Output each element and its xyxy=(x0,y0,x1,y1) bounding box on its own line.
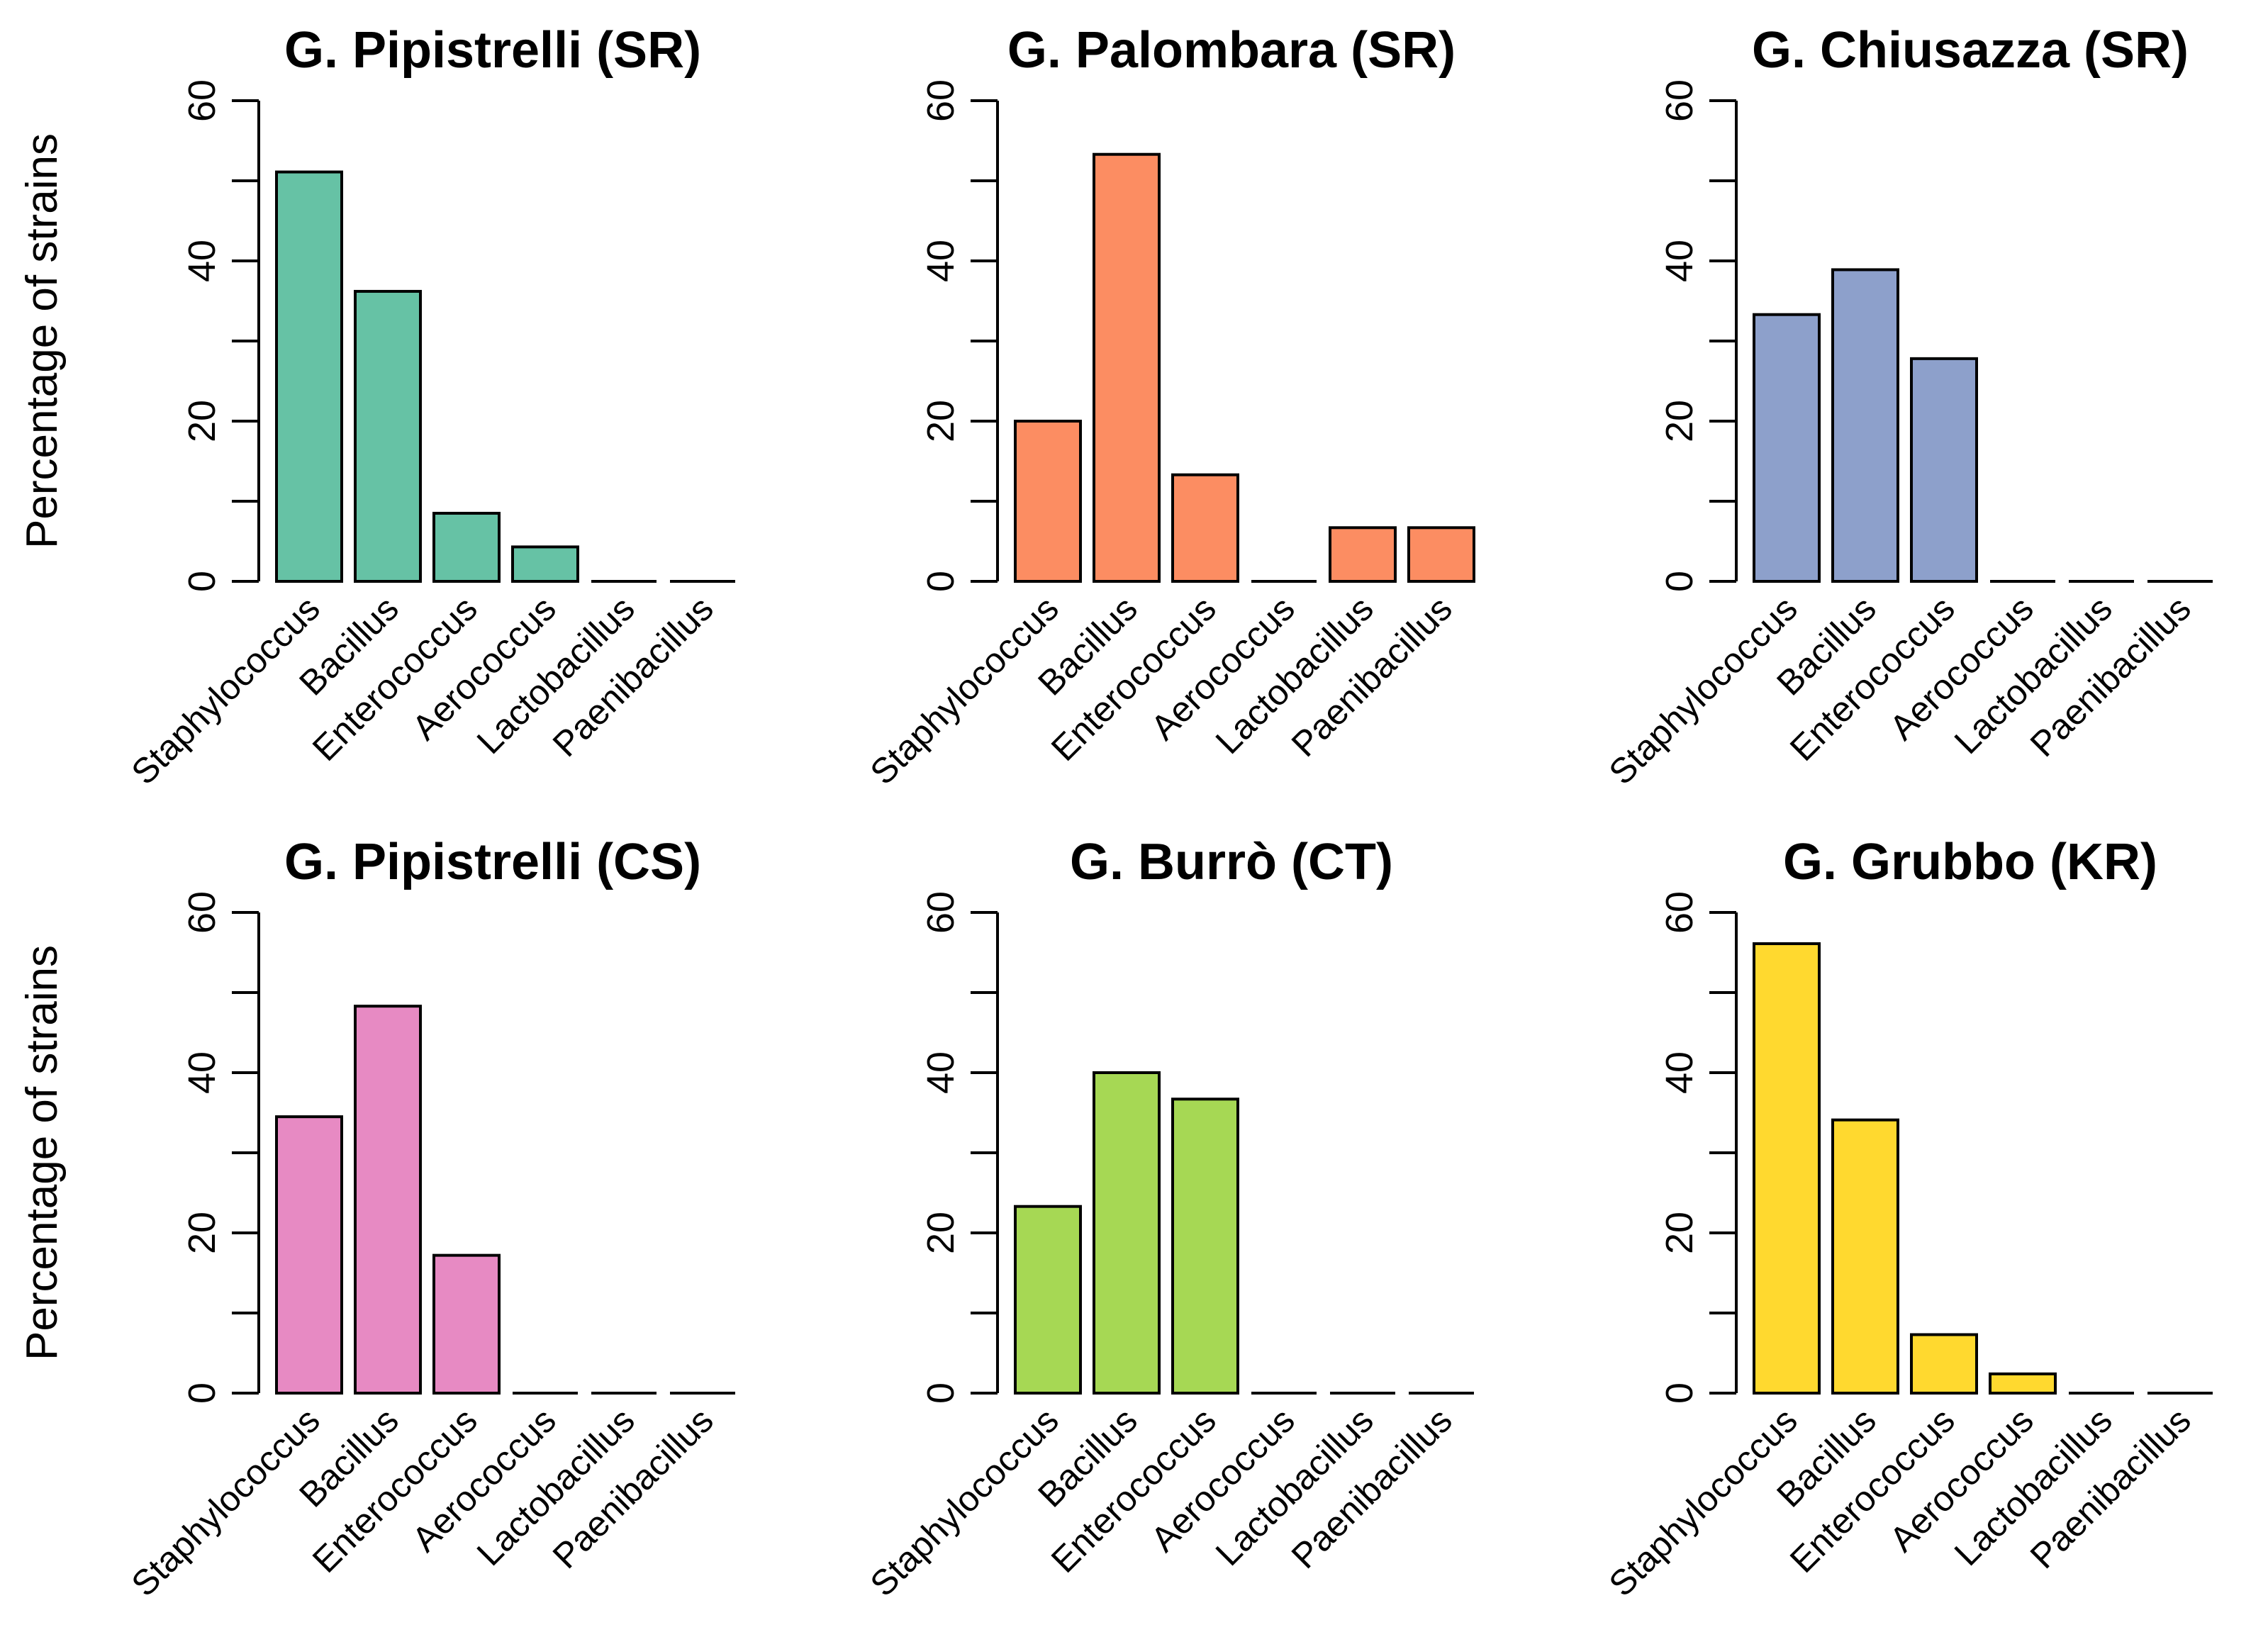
bar xyxy=(1910,357,1978,583)
y-tick-label: 0 xyxy=(1658,571,1701,592)
y-tick-label: 0 xyxy=(181,571,223,592)
bar xyxy=(1753,942,1821,1395)
chart-panel: G. Pipistrelli (CS) 0 20 40 60 Percentage of … xyxy=(18,834,735,1604)
y-tick-label: 40 xyxy=(1658,240,1701,282)
chart-title: G. Grubbo (KR) xyxy=(1783,834,2157,890)
bar xyxy=(1831,268,1899,583)
x-category-label: Staphylococcus xyxy=(1602,1400,1805,1604)
y-tick-label: 20 xyxy=(1658,1212,1701,1254)
y-tick-label: 40 xyxy=(920,1051,962,1094)
bar xyxy=(354,289,422,583)
chart-title: G. Pipistrelli (SR) xyxy=(284,22,701,79)
chart-title: G. Chiusazza (SR) xyxy=(1752,22,2189,79)
y-tick-label: 60 xyxy=(1658,891,1701,934)
chart-title: G. Palombara (SR) xyxy=(1007,22,1456,79)
bar xyxy=(1171,1097,1239,1395)
chart-panel: G. Chiusazza (SR)0204060StaphylococcusBa… xyxy=(1602,22,2213,792)
chart-panel: G. Burrò (CT)0204060StaphylococcusBacill… xyxy=(863,834,1474,1604)
bar xyxy=(1093,1071,1161,1395)
y-tick-label: 60 xyxy=(181,79,223,122)
y-tick-label: 40 xyxy=(1658,1051,1701,1094)
y-tick-label: 0 xyxy=(920,1382,962,1404)
bar xyxy=(1014,1205,1082,1395)
y-tick-label: 0 xyxy=(1658,1382,1701,1404)
y-tick-label: 40 xyxy=(181,1051,223,1094)
chart-panel: G. Pipistrelli (SR) 0 20 40 60 Percentage of … xyxy=(18,22,735,792)
bar xyxy=(432,1253,501,1395)
bar xyxy=(511,545,579,583)
x-category-label: Staphylococcus xyxy=(863,588,1066,792)
chart-title: G. Pipistrelli (CS) xyxy=(284,834,701,890)
y-tick-label: 20 xyxy=(1658,400,1701,442)
bar xyxy=(1329,526,1397,583)
y-axis-label: Percentage of strains xyxy=(18,133,67,549)
chart-title: G. Burrò (CT) xyxy=(1070,834,1393,890)
y-axis-label: Percentage of strains xyxy=(18,945,67,1361)
y-tick-label: 20 xyxy=(920,1212,962,1254)
bar xyxy=(432,511,501,583)
y-tick-label: 60 xyxy=(920,79,962,122)
y-tick-label: 20 xyxy=(181,1212,223,1254)
bar xyxy=(1831,1118,1899,1395)
y-tick-label: 20 xyxy=(181,400,223,442)
y-tick-label: 0 xyxy=(920,571,962,592)
chart-panel: G. Grubbo (KR)0204060StaphylococcusBacil… xyxy=(1602,834,2213,1604)
y-tick-label: 40 xyxy=(920,240,962,282)
bar xyxy=(275,170,343,583)
x-category-label: Staphylococcus xyxy=(863,1400,1066,1604)
bar xyxy=(1753,313,1821,583)
y-tick-label: 0 xyxy=(181,1382,223,1404)
y-tick-label: 20 xyxy=(920,400,962,442)
bar xyxy=(1989,1372,2057,1395)
bar xyxy=(1014,420,1082,583)
x-category-label: Staphylococcus xyxy=(1602,588,1805,792)
y-tick-label: 60 xyxy=(1658,79,1701,122)
bar xyxy=(275,1115,343,1395)
bar xyxy=(1407,526,1475,583)
chart-panel: G. Palombara (SR)0204060StaphylococcusBa… xyxy=(863,22,1475,792)
y-tick-label: 60 xyxy=(920,891,962,934)
x-category-label: Staphylococcus xyxy=(124,588,328,792)
bar xyxy=(1910,1333,1978,1395)
y-tick-label: 60 xyxy=(181,891,223,934)
y-tick-label: 40 xyxy=(181,240,223,282)
bar xyxy=(1093,152,1161,583)
x-category-label: Staphylococcus xyxy=(124,1400,328,1604)
bar xyxy=(1171,473,1239,583)
bar xyxy=(354,1005,422,1395)
